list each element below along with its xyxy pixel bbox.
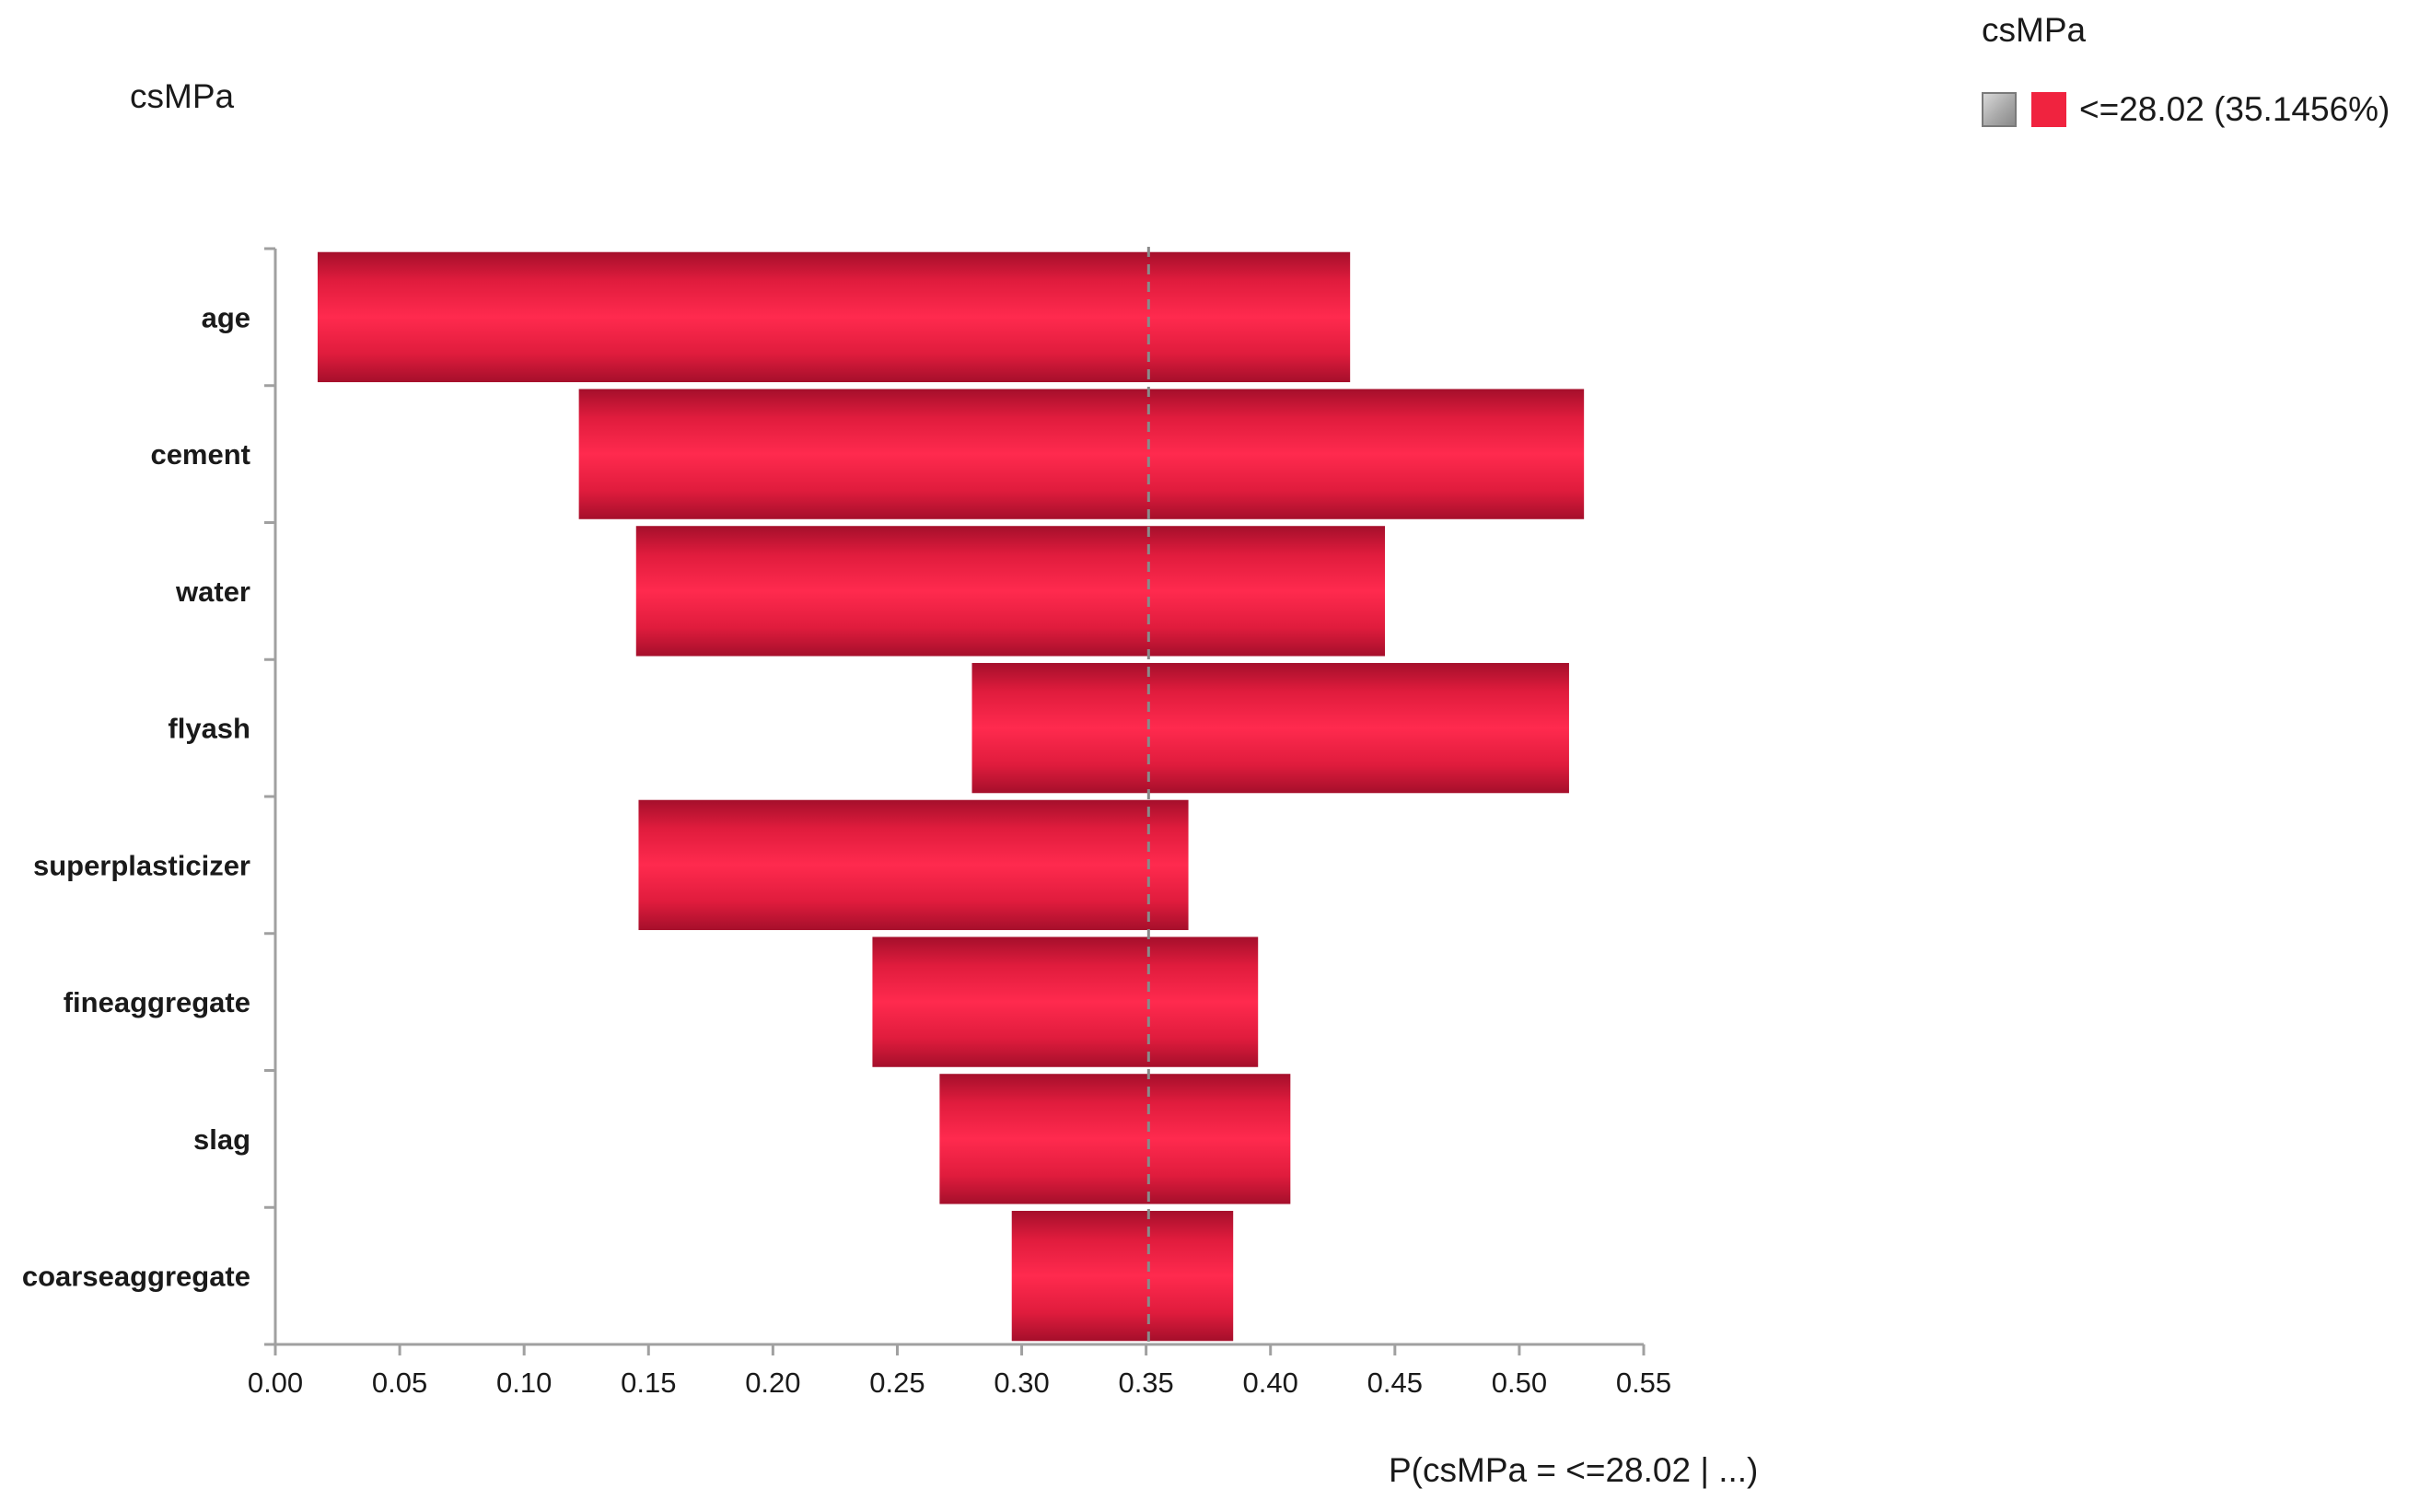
x-tick-label: 0.00 <box>248 1367 303 1399</box>
category-label-cement: cement <box>150 438 250 471</box>
bar-coarseaggregate <box>1011 1210 1234 1342</box>
category-labels-layer: age cement water flyash superplasticizer fine… <box>22 301 250 1292</box>
legend-label: <=28.02 (35.1456%) <box>2079 90 2390 128</box>
legend-red-swatch <box>2031 92 2066 127</box>
bars-layer <box>317 251 1585 1342</box>
x-tick-label: 0.40 <box>1243 1367 1298 1399</box>
x-tick-label: 0.10 <box>496 1367 552 1399</box>
category-label-coarseaggregate: coarseaggregate <box>22 1261 250 1293</box>
x-tick-label: 0.30 <box>994 1367 1049 1399</box>
legend-entry: <=28.02 (35.1456%) <box>1982 90 2390 129</box>
bar-slag <box>939 1074 1291 1204</box>
x-tick-label: 0.50 <box>1492 1367 1547 1399</box>
x-axis-label: P(csMPa = <=28.02 | ...) <box>1389 1451 1759 1489</box>
x-tick-label: 0.15 <box>621 1367 676 1399</box>
x-tick-label: 0.45 <box>1367 1367 1423 1399</box>
bar-superplasticizer <box>638 799 1189 931</box>
bar-flyash <box>971 662 1569 794</box>
category-label-fineaggregate: fineaggregate <box>64 986 250 1018</box>
bar-water <box>635 526 1386 657</box>
legend-grey-swatch <box>1982 92 2017 127</box>
x-tick-label: 0.25 <box>869 1367 925 1399</box>
bar-age <box>317 251 1351 383</box>
axes-layer: 0.00 0.05 0.10 0.15 0.20 0.25 0.30 0.35 0.40 0.45… <box>248 247 1671 1399</box>
x-tick-label: 0.55 <box>1616 1367 1671 1399</box>
category-label-slag: slag <box>193 1123 250 1156</box>
chart-title: csMPa <box>130 77 235 115</box>
x-tick-label: 0.35 <box>1118 1367 1173 1399</box>
bar-cement <box>578 389 1585 519</box>
category-label-water: water <box>175 576 250 608</box>
legend-title: csMPa <box>1982 11 2087 49</box>
bar-fineaggregate <box>872 936 1259 1067</box>
category-label-age: age <box>202 301 250 333</box>
x-tick-label: 0.05 <box>372 1367 427 1399</box>
category-label-flyash: flyash <box>168 713 250 745</box>
x-tick-label: 0.20 <box>745 1367 800 1399</box>
category-label-superplasticizer: superplasticizer <box>33 849 250 881</box>
